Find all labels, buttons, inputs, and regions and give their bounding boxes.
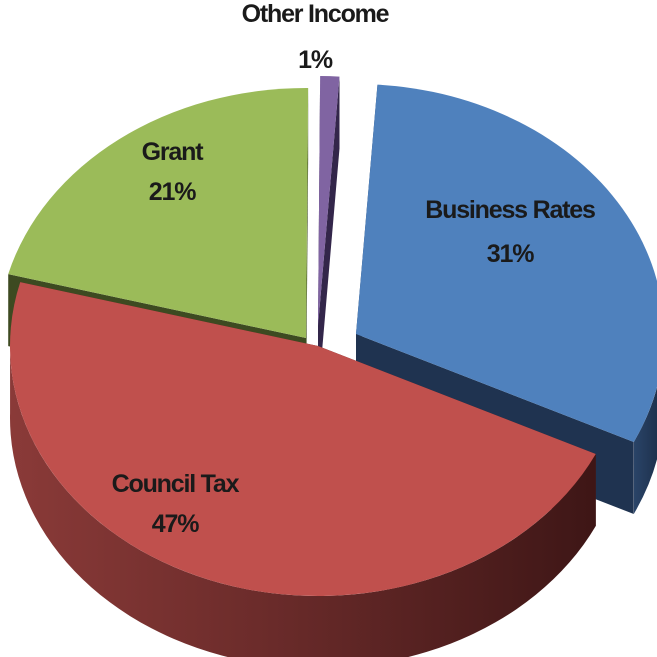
value-label-council-tax: 47% — [152, 510, 199, 538]
value-label-grant: 21% — [149, 178, 196, 206]
slice-other-income-cut-face-1 — [318, 76, 340, 399]
slice-council-tax — [9, 282, 596, 597]
slice-grant — [8, 87, 309, 339]
label-other-income: Other Income — [242, 0, 390, 28]
slice-council-tax-side — [10, 341, 596, 657]
slice-other-income — [318, 76, 340, 326]
slice-grant-cut-face-1 — [306, 88, 309, 410]
value-label-other-income: 1% — [298, 46, 333, 74]
label-business-rates: Business Rates — [425, 196, 595, 224]
value-label-business-rates: 31% — [487, 240, 534, 268]
label-council-tax: Council Tax — [112, 470, 240, 498]
slice-business-rates — [356, 84, 657, 443]
slice-business-rates-side — [633, 386, 657, 514]
label-grant: Grant — [142, 138, 205, 166]
